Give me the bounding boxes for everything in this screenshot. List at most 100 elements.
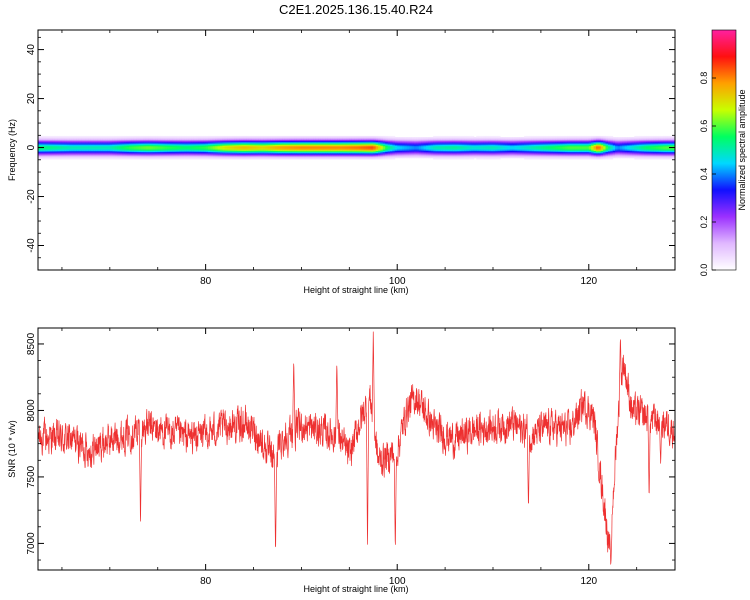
heatmap-cell — [411, 143, 415, 145]
heatmap-cell — [631, 145, 635, 148]
heatmap-cell — [433, 144, 436, 147]
heatmap-cell — [143, 145, 147, 148]
heatmap-cell — [624, 140, 628, 143]
heatmap-cell — [370, 148, 374, 150]
heatmap-cell — [548, 154, 551, 156]
heatmap-cell — [605, 148, 609, 150]
heatmap-cell — [176, 148, 180, 150]
heatmap-cell — [595, 146, 599, 149]
heatmap-cell — [220, 138, 223, 140]
heatmap-cell — [303, 148, 307, 150]
heatmap-cell — [73, 137, 77, 139]
heatmap-cell — [368, 151, 372, 154]
heatmap-cell — [490, 143, 494, 145]
heatmap-cell — [533, 143, 537, 145]
heatmap-cell — [380, 139, 384, 142]
heatmap-cell — [248, 135, 252, 138]
heatmap-cell — [332, 140, 336, 143]
heatmap-cell — [186, 153, 190, 155]
heatmap-cell — [533, 157, 537, 160]
heatmap-cell — [327, 143, 331, 145]
heatmap-cell — [581, 148, 585, 150]
heatmap-cell — [241, 150, 245, 153]
heatmap-cell — [42, 148, 46, 150]
heatmap-cell — [184, 148, 187, 150]
heatmap-cell — [373, 138, 377, 140]
heatmap-cell — [658, 146, 662, 149]
heatmap-cell — [325, 144, 329, 147]
heatmap-cell — [469, 148, 472, 150]
heatmap-cell — [346, 148, 350, 150]
heatmap-cell — [406, 150, 410, 153]
heatmap-cell — [239, 149, 242, 151]
heatmap-cell — [299, 157, 302, 160]
heatmap-cell — [224, 157, 228, 160]
heatmap-cell — [282, 139, 286, 142]
heatmap-cell — [514, 150, 518, 153]
heatmap-cell — [442, 140, 446, 143]
heatmap-cell — [308, 150, 312, 153]
heatmap-cell — [54, 157, 58, 160]
heatmap-cell — [119, 138, 123, 140]
heatmap-cell — [255, 148, 259, 150]
heatmap-cell — [277, 151, 281, 154]
heatmap-cell — [584, 143, 587, 145]
heatmap-cell — [83, 157, 87, 160]
heatmap-cell — [397, 139, 400, 142]
heatmap-cell — [215, 154, 218, 156]
heatmap-cell — [121, 140, 125, 143]
heatmap-cell — [243, 144, 247, 147]
heatmap-cell — [461, 157, 465, 160]
heatmap-cell — [387, 140, 391, 143]
heatmap-cell — [607, 140, 611, 143]
heatmap-cell — [641, 143, 645, 145]
heatmap-cell — [140, 137, 144, 139]
heatmap-cell — [263, 157, 266, 160]
heatmap-cell — [330, 151, 333, 154]
heatmap-cell — [564, 135, 568, 138]
heatmap-cell — [346, 149, 350, 151]
heatmap-cell — [665, 137, 669, 139]
heatmap-cell — [114, 157, 118, 160]
heatmap-cell — [500, 143, 503, 145]
heatmap-cell — [61, 140, 65, 143]
heatmap-cell — [528, 156, 532, 159]
heatmap-cell — [665, 135, 669, 138]
heatmap-cell — [366, 143, 369, 145]
heatmap-cell — [160, 150, 163, 153]
heatmap-cell — [631, 156, 635, 159]
heatmap-cell — [318, 153, 321, 155]
heatmap-cell — [459, 139, 463, 142]
heatmap-cell — [224, 146, 228, 149]
heatmap-cell — [466, 145, 470, 148]
heatmap-cell — [423, 139, 427, 142]
heatmap-cell — [227, 149, 230, 151]
heatmap-cell — [88, 146, 92, 149]
heatmap-cell — [155, 142, 159, 144]
heatmap-cell — [97, 154, 101, 156]
heatmap-cell — [342, 137, 345, 139]
heatmap-cell — [670, 149, 673, 151]
heatmap-cell — [658, 142, 662, 144]
heatmap-cell — [234, 154, 238, 156]
heatmap-cell — [469, 157, 472, 160]
heatmap-cell — [198, 145, 202, 148]
heatmap-cell — [148, 142, 151, 144]
heatmap-cell — [536, 139, 539, 142]
heatmap-cell — [454, 148, 458, 150]
heatmap-cell — [222, 153, 226, 155]
heatmap-cell — [449, 135, 453, 138]
heatmap-cell — [279, 156, 283, 159]
heatmap-cell — [107, 138, 111, 140]
heatmap-cell — [390, 140, 393, 143]
heatmap-cell — [203, 155, 207, 158]
heatmap-cell — [198, 137, 202, 139]
heatmap-cell — [196, 135, 199, 138]
heatmap-cell — [385, 139, 389, 142]
heatmap-cell — [550, 146, 554, 149]
heatmap-cell — [516, 145, 520, 148]
heatmap-cell — [301, 151, 305, 154]
heatmap-cell — [85, 146, 89, 149]
heatmap-cell — [114, 145, 118, 148]
heatmap-cell — [555, 149, 559, 151]
